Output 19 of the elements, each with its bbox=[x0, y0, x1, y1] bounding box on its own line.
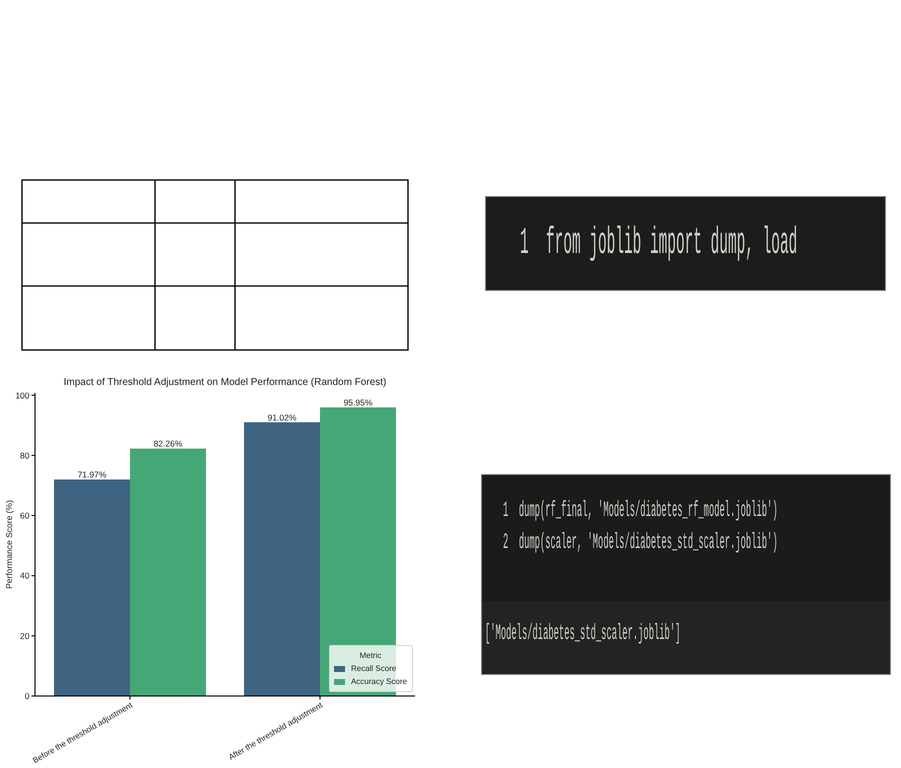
data-label: 71.97% bbox=[78, 470, 107, 480]
legend-label: Accuracy Score bbox=[350, 677, 407, 686]
y-tick-label: 100 bbox=[15, 390, 30, 400]
data-label: 91.02% bbox=[268, 412, 297, 422]
y-tick-label: 40 bbox=[20, 570, 30, 581]
chart-title: Impact of Threshold Adjustment on Model Performance (Random Forest) bbox=[64, 377, 386, 388]
y-tick-label: 80 bbox=[20, 450, 30, 460]
y-tick-label: 20 bbox=[20, 630, 30, 641]
data-label: 82.26% bbox=[154, 438, 183, 449]
y-tick-label: 60 bbox=[20, 510, 30, 521]
y-axis-title: Performance Score (%) bbox=[4, 500, 14, 589]
data-label: 95.95% bbox=[344, 397, 373, 408]
text: 2 dump(scaler, 'Models/diabetes_std_scaler.joblib') bbox=[503, 530, 778, 555]
text: 1 dump(rf_final, 'Models/diabetes_rf_model.joblib') bbox=[503, 498, 778, 523]
y-tick-label: 0 bbox=[24, 691, 30, 702]
text: ['Models/diabetes_std_scaler.joblib'] bbox=[485, 621, 680, 646]
legend-title: Metric bbox=[360, 651, 382, 660]
text: 1 from joblib import dump, load bbox=[520, 222, 798, 265]
legend-label: Recall Score bbox=[350, 664, 396, 673]
